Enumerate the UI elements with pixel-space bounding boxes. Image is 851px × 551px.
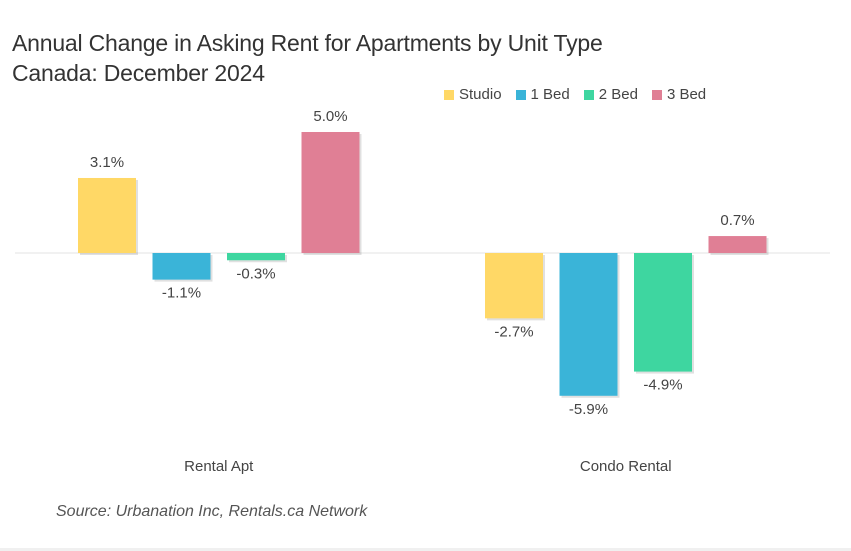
bar-rental-apt-3-bed [301, 132, 360, 253]
legend-item-studio: Studio [444, 86, 502, 103]
data-label-rental-apt-studio: 3.1% [90, 154, 124, 171]
chart-legend: Studio 1 Bed 2 Bed 3 Bed [444, 86, 706, 103]
bar-condo-rental-studio [485, 253, 543, 319]
legend-label-studio: Studio [459, 86, 502, 103]
legend-swatch-studio [444, 89, 454, 100]
data-label-condo-rental-3-bed: 0.7% [720, 212, 754, 229]
bar-rental-apt-2-bed [227, 253, 285, 261]
legend-swatch-2-bed [583, 89, 594, 100]
data-label-condo-rental-1-bed: -5.9% [569, 401, 608, 418]
category-label-rental-apt: Rental Apt [184, 458, 254, 475]
data-label-condo-rental-studio: -2.7% [494, 323, 533, 340]
data-label-condo-rental-2-bed: -4.9% [643, 377, 682, 394]
chart-title-line-2: Canada: December 2024 [12, 60, 265, 86]
bar-condo-rental-2-bed [634, 253, 692, 372]
bar-condo-rental-1-bed [559, 253, 618, 396]
source-note: Source: Urbanation Inc, Rentals.ca Netwo… [56, 503, 368, 520]
data-label-rental-apt-1-bed: -1.1% [162, 285, 201, 302]
footer-divider [0, 548, 851, 551]
bar-condo-rental-3-bed [708, 236, 767, 253]
legend-label-1-bed: 1 Bed [530, 86, 570, 103]
chart-title: Annual Change in Asking Rent for Apartme… [12, 28, 603, 88]
legend-label-3-bed: 3 Bed [666, 86, 707, 103]
chart-title-line-1: Annual Change in Asking Rent for Apartme… [12, 30, 603, 56]
bar-rental-apt-1-bed [152, 253, 211, 280]
legend-item-3-bed: 3 Bed [651, 86, 707, 103]
legend-label-2-bed: 2 Bed [598, 86, 638, 103]
category-label-condo-rental: Condo Rental [580, 458, 672, 475]
data-label-rental-apt-3-bed: 5.0% [313, 108, 347, 125]
legend-swatch-3-bed [651, 89, 662, 100]
data-label-rental-apt-2-bed: -0.3% [236, 265, 275, 282]
legend-item-1-bed: 1 Bed [515, 86, 570, 103]
legend-swatch-1-bed [515, 89, 526, 100]
legend-item-2-bed: 2 Bed [583, 86, 638, 103]
bar-rental-apt-studio [78, 177, 136, 253]
